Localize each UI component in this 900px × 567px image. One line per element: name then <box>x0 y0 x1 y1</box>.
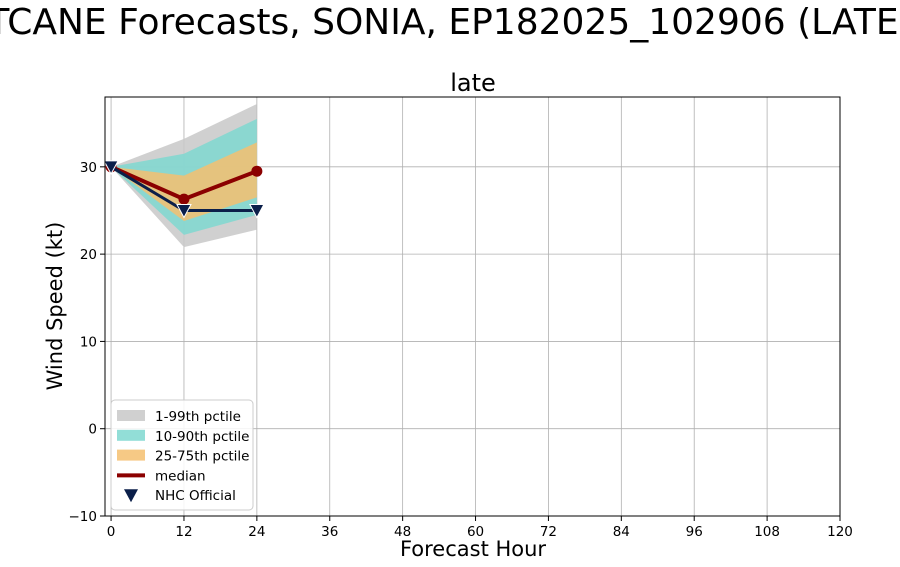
x-tick-label: 48 <box>394 524 411 540</box>
y-tick-label: 0 <box>88 422 97 438</box>
chart-title: late <box>450 69 496 97</box>
x-tick-label: 60 <box>467 524 484 540</box>
legend-swatch <box>117 429 145 441</box>
legend-swatch <box>117 410 145 421</box>
median-point <box>251 165 263 177</box>
y-tick-label: 20 <box>80 247 97 263</box>
legend-label: 25-75th pctile <box>155 449 249 465</box>
legend-label: NHC Official <box>155 488 236 504</box>
y-axis-ticks: −10 0 10 20 30 <box>69 160 105 525</box>
x-tick-label: 84 <box>613 524 630 540</box>
legend-swatch <box>124 489 138 503</box>
y-tick-label: −10 <box>69 509 98 525</box>
x-tick-label: 12 <box>175 524 192 540</box>
plot-frame <box>104 96 841 517</box>
x-tick-label: 0 <box>107 524 116 540</box>
y-tick-label: 10 <box>80 334 97 350</box>
x-tick-label: 108 <box>754 524 780 540</box>
x-tick-label: 72 <box>540 524 557 540</box>
x-axis-ticks: 0 12 24 36 48 60 72 84 96 108 120 <box>107 516 853 540</box>
legend-label: median <box>155 468 206 484</box>
figure-suptitle: TCANE Forecasts, SONIA, EP182025_102906 … <box>0 2 900 43</box>
x-tick-label: 36 <box>321 524 338 540</box>
legend-swatch <box>117 449 145 461</box>
x-tick-label: 96 <box>686 524 703 540</box>
legend-label: 10-90th pctile <box>155 429 249 445</box>
legend-box <box>110 399 254 511</box>
legend: 1-99th pctile 10-90th pctile 25-75th pctil… <box>110 399 254 511</box>
band-25-75th-pctile <box>111 142 257 221</box>
x-axis-label: Forecast Hour <box>400 537 546 561</box>
nhc-official-point <box>249 203 265 219</box>
nhc-official-point <box>103 160 119 175</box>
y-tick-label: 30 <box>80 160 97 176</box>
x-tick-label: 24 <box>248 524 265 540</box>
x-tick-label: 120 <box>827 524 853 540</box>
data-series <box>103 160 265 219</box>
y-axis-label: Wind Speed (kt) <box>43 222 67 391</box>
median-point <box>178 193 190 205</box>
legend-label: 1-99th pctile <box>155 409 241 425</box>
nhc-official-point <box>176 203 192 219</box>
